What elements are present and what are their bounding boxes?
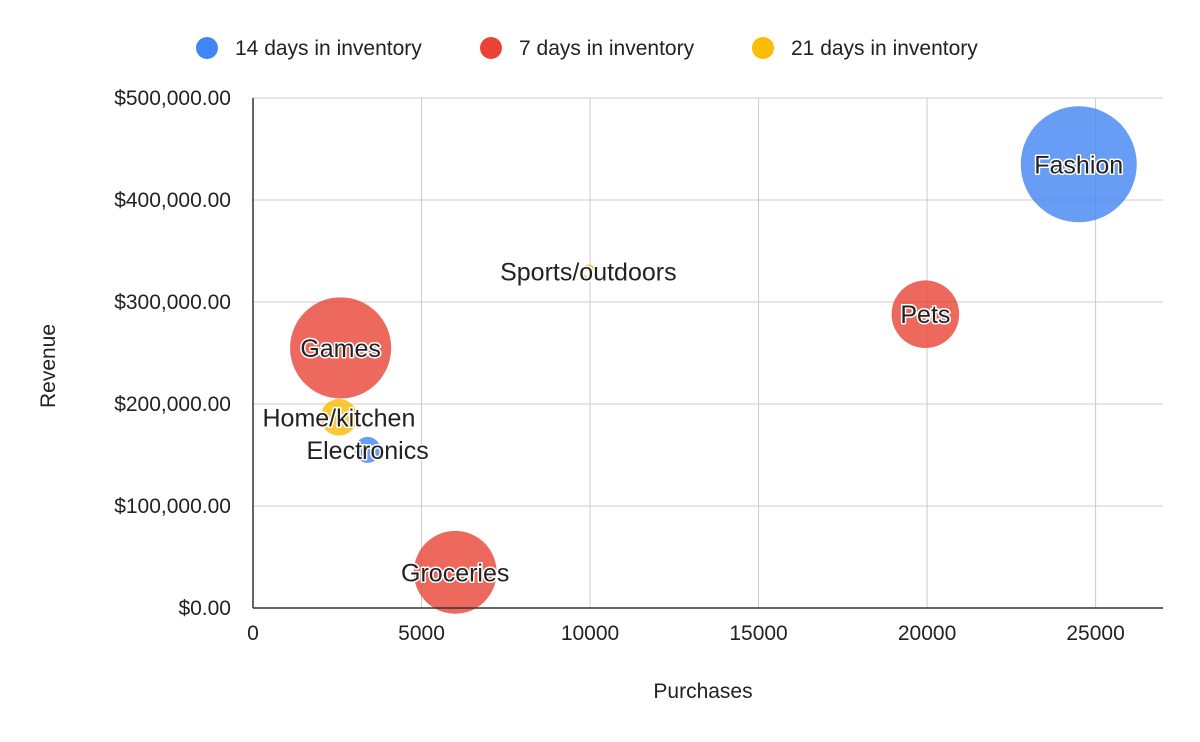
gridlines — [253, 97, 1163, 608]
bubble-label: Electronics — [306, 437, 428, 465]
legend-swatch — [196, 37, 218, 59]
legend[interactable]: 14 days in inventory 7 days in inventory 2… — [196, 37, 978, 60]
legend-label: 14 days in inventory — [235, 37, 422, 60]
bubble-groceries — [413, 530, 497, 614]
bubble-label: Fashion — [1034, 151, 1123, 179]
legend-item[interactable]: 7 days in inventory — [480, 37, 695, 60]
y-tick-label: $200,000.00 — [114, 393, 231, 416]
y-tick-label: $0.00 — [178, 597, 231, 620]
x-tick-label: 25000 — [1066, 622, 1124, 645]
legend-swatch — [752, 37, 774, 59]
bubble-label: Pets — [900, 301, 950, 329]
bubble-labels: Fashion Electronics Games Pets Groceries Home… — [261, 150, 1125, 589]
axes — [252, 98, 1163, 609]
x-tick-label: 20000 — [898, 622, 956, 645]
bubble-label: Games — [300, 335, 381, 363]
bubble-label: Groceries — [401, 559, 509, 587]
x-tick-label: 5000 — [398, 622, 445, 645]
legend-swatch — [480, 37, 502, 59]
bubble-electronics — [354, 436, 381, 463]
y-tick-label: $300,000.00 — [114, 291, 231, 314]
bubble-sports-outdoors — [581, 264, 596, 279]
legend-label: 7 days in inventory — [519, 37, 695, 60]
bubble-pets — [891, 280, 960, 349]
legend-item[interactable]: 14 days in inventory — [196, 37, 422, 60]
x-tick-label: 10000 — [561, 622, 619, 645]
bubble-label: Sports/outdoors — [500, 258, 677, 286]
x-tick-label: 15000 — [729, 622, 787, 645]
y-axis-title: Revenue — [37, 324, 60, 408]
y-tick-label: $100,000.00 — [114, 495, 231, 518]
y-tick-label: $400,000.00 — [114, 189, 231, 212]
x-tick-label: 0 — [247, 622, 259, 645]
y-tick-label: $500,000.00 — [114, 87, 231, 110]
bubble-label: Home/kitchen — [263, 404, 416, 432]
bubbles — [290, 106, 1137, 614]
legend-label: 21 days in inventory — [791, 37, 978, 60]
x-axis-title: Purchases — [653, 680, 752, 703]
bubble-fashion — [1020, 106, 1137, 223]
legend-item[interactable]: 21 days in inventory — [752, 37, 978, 60]
bubble-home-kitchen — [320, 398, 358, 436]
tick-labels: $0.00 $100,000.00 $200,000.00 $300,000.00 $4… — [114, 87, 1125, 645]
bubble-games — [290, 297, 392, 399]
